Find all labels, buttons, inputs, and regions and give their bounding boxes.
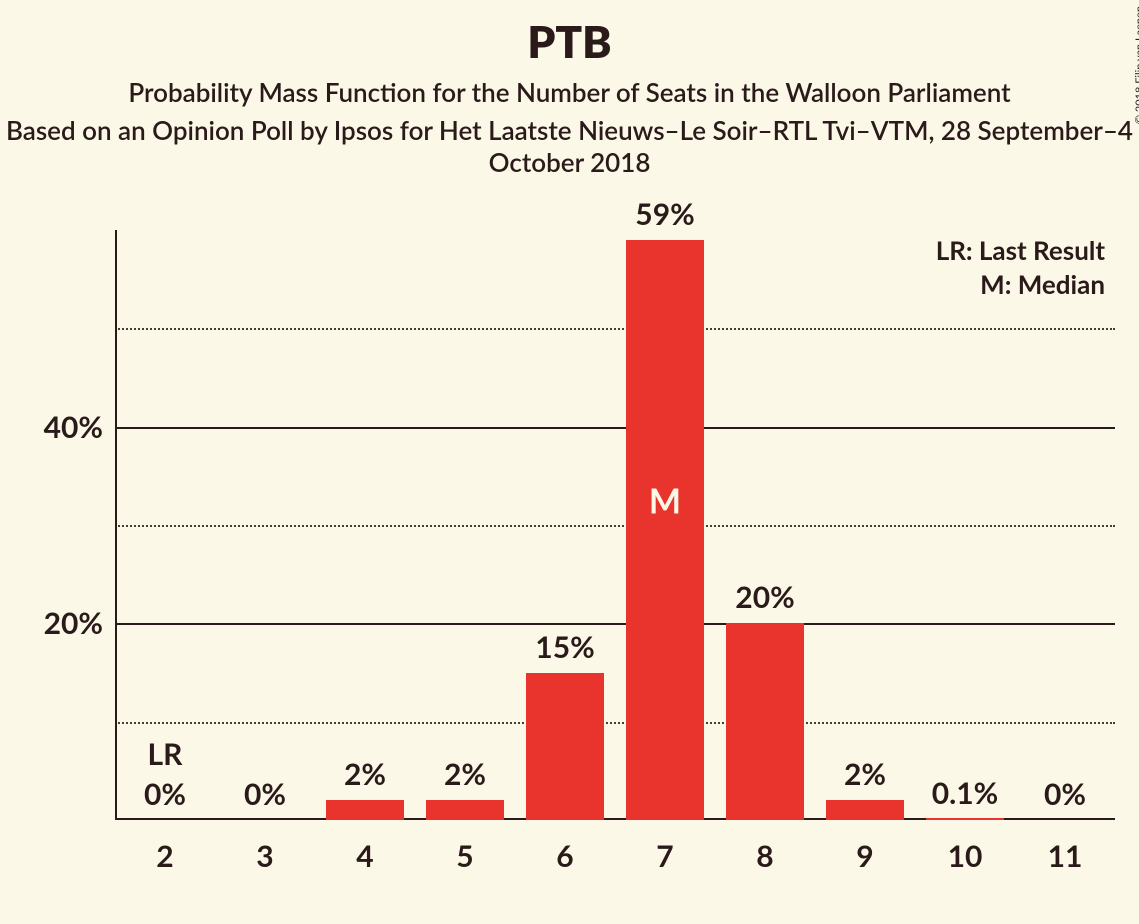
bar-value-label: 0% [244,776,286,812]
x-tick-label: 9 [856,838,873,874]
bar [726,623,804,820]
y-tick-label: 20% [13,605,103,641]
x-tick-label: 11 [1048,838,1083,874]
bar [626,240,704,820]
gridline-major [115,623,1115,625]
x-tick-label: 7 [656,838,673,874]
legend-last-result: LR: Last Result [936,234,1105,266]
legend-median: M: Median [980,268,1105,300]
chart-subtitle-2: Based on an Opinion Poll by Ipsos for He… [0,114,1139,178]
bar [926,818,1004,820]
x-tick-label: 8 [756,838,773,874]
x-tick-label: 2 [156,838,173,874]
x-tick-label: 3 [256,838,273,874]
bar-value-label: 20% [735,579,794,615]
bar [526,673,604,821]
bar-value-label: 2% [344,756,386,792]
bar [826,800,904,820]
bar-value-label: 0% [1044,776,1086,812]
gridline-minor [115,722,1115,724]
bar-value-label: 0% [144,776,186,812]
y-tick-label: 40% [13,409,103,445]
bar-value-label: 59% [635,196,694,232]
chart-subtitle-1: Probability Mass Function for the Number… [0,76,1139,108]
x-tick-label: 5 [456,838,473,874]
bar-value-label: 2% [444,756,486,792]
plot-area: 0%LR0%2%2%15%59%M20%2%0.1%0% [115,230,1115,820]
bar-value-label: 15% [535,629,594,665]
bar-chart: 0%LR0%2%2%15%59%M20%2%0.1%0% [115,230,1115,820]
gridline-minor [115,328,1115,330]
x-tick-label: 10 [948,838,983,874]
last-result-marker: LR [148,736,183,772]
copyright-text: © 2018 Filip van Laenen [1133,6,1139,124]
bar [326,800,404,820]
bar-value-label: 0.1% [932,775,999,811]
x-tick-label: 6 [556,838,573,874]
bar [426,800,504,820]
median-marker: M [649,480,681,521]
gridline-major [115,427,1115,429]
x-tick-label: 4 [356,838,373,874]
gridline-minor [115,525,1115,527]
bar-value-label: 2% [844,756,886,792]
chart-title: PTB [0,0,1139,66]
